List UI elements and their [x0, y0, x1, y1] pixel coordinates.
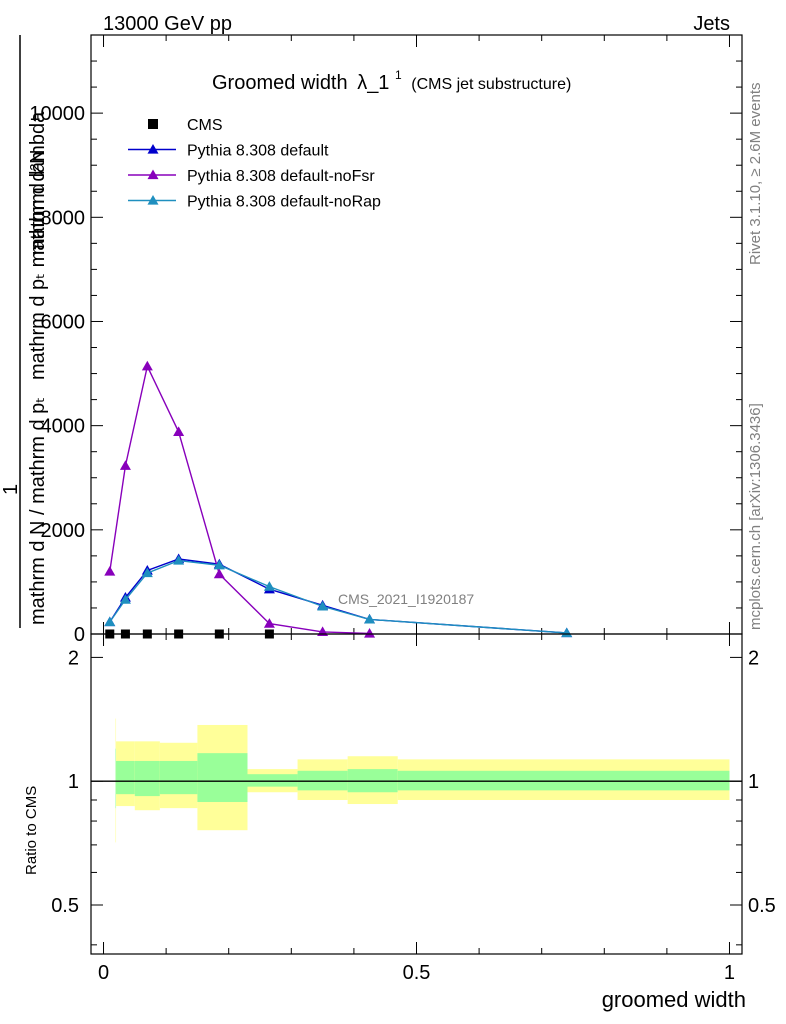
data-point-2	[104, 565, 116, 576]
data-point-3	[119, 594, 131, 604]
y-label-denominator: mathrm d N / mathrm d pₜ	[27, 397, 49, 625]
data-point-3	[213, 559, 225, 570]
data-point-3	[141, 567, 153, 578]
ratio-y-tick-label-right: 0.5	[748, 895, 776, 917]
x-tick-label: 0	[98, 962, 109, 984]
ratio-plot-panel: 0.5 0.5 1 1 2 2 0 0.5 1	[51, 633, 776, 984]
data-point-2	[263, 618, 275, 628]
uncertainty-band-green	[116, 760, 135, 795]
main-y-tick-label: 0	[74, 624, 85, 646]
data-point-2	[119, 460, 131, 470]
x-tick-label: 0.5	[403, 962, 431, 984]
ratio-y-tick-label-right: 2	[748, 647, 759, 669]
data-point-3	[561, 627, 573, 638]
main-y-tick-label: 2000	[41, 520, 86, 542]
ratio-y-tick-label: 0.5	[51, 895, 79, 917]
data-point-3	[104, 616, 116, 627]
ratio-y-tick-label-right: 1	[748, 771, 759, 793]
legend-label: Pythia 8.308 default-noFsr	[187, 168, 375, 185]
legend-marker-cms	[148, 119, 158, 129]
uncertainty-band-green	[197, 753, 248, 803]
ratio-y-tick-label: 1	[68, 771, 79, 793]
data-point-2	[141, 360, 153, 371]
legend-marker	[147, 169, 159, 180]
data-point-3	[173, 555, 185, 565]
uncertainty-band-green	[115, 748, 117, 809]
uncertainty-band-green	[247, 774, 298, 787]
series-line-2	[109, 364, 370, 635]
legend-marker	[147, 195, 159, 205]
legend-marker	[147, 144, 159, 154]
ratio-y-axis-label: Ratio to CMS	[23, 786, 40, 875]
uncertainty-band-green	[134, 760, 160, 797]
x-axis-label: groomed width	[602, 987, 746, 1012]
data-point-3	[364, 613, 376, 624]
chart-title-math: λ_1	[357, 72, 389, 94]
data-point-2	[213, 568, 225, 579]
data-point-3	[263, 581, 275, 591]
chart-title: Groomed width	[212, 72, 348, 94]
legend-label: Pythia 8.308 default	[187, 143, 329, 160]
main-y-tick-label: 8000	[41, 207, 86, 229]
data-point-3	[317, 600, 329, 611]
main-y-axis-label: mathrm d²N mathrm d pₜ mathrm d lambda 1…	[0, 35, 49, 628]
analysis-watermark: CMS_2021_I1920187	[338, 591, 474, 607]
y-label-prefix: 1	[0, 484, 22, 495]
main-plot-panel: 0 2000 4000 6000 8000 10000 Groomed width λ_1…	[29, 34, 743, 646]
legend: CMS Pythia 8.308 default Pythia 8.308 defa…	[128, 117, 381, 211]
y-label-num-line1: mathrm d²N	[27, 149, 49, 255]
ratio-y-tick-label: 2	[68, 647, 79, 669]
main-y-tick-label: 4000	[41, 416, 86, 438]
y-label-num-line2: mathrm d pₜ mathrm d lambda	[27, 111, 49, 380]
uncertainty-band-green	[159, 760, 198, 795]
data-point-2	[364, 627, 376, 638]
legend-label: Pythia 8.308 default-noRap	[187, 194, 381, 211]
ratio-bands	[91, 718, 742, 843]
main-axis-ticks: 0 2000 4000 6000 8000 10000	[29, 35, 742, 646]
chart-title-group: Groomed width λ_1 1 (CMS jet substructur…	[212, 62, 571, 94]
ratio-axis-ticks: 0.5 0.5 1 1 2 2 0 0.5 1	[51, 634, 776, 984]
chart-title-sup: 1	[395, 68, 402, 82]
data-point-2	[173, 426, 185, 437]
x-tick-label: 1	[724, 962, 735, 984]
header-left-label: 13000 GeV pp	[103, 13, 232, 35]
main-y-tick-label: 10000	[29, 103, 85, 125]
mcplots-info-label: mcplots.cern.ch [arXiv:1306.3436]	[747, 403, 764, 630]
chart-subtitle: (CMS jet substructure)	[411, 76, 571, 93]
rivet-info-label: Rivet 3.1.10, ≥ 2.6M events	[747, 83, 764, 266]
legend-label: CMS	[187, 117, 223, 134]
header-right-label: Jets	[693, 13, 730, 35]
main-y-tick-label: 6000	[41, 311, 86, 333]
